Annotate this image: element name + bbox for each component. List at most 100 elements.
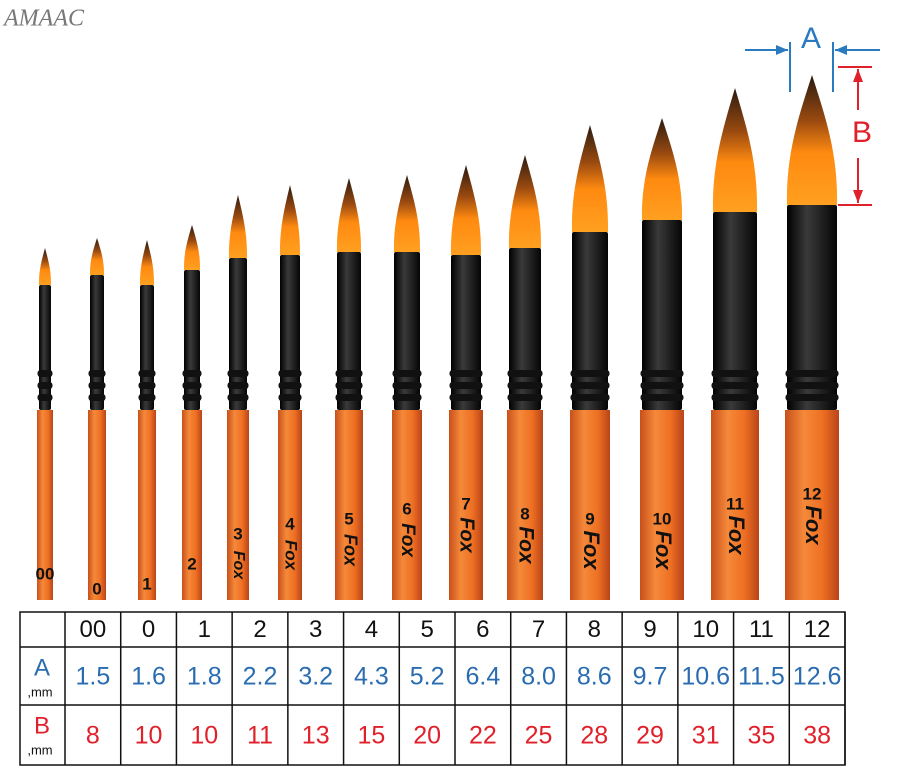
ferrule-ring (88, 382, 106, 389)
size-header: 8 (588, 616, 601, 643)
brush-hair (393, 175, 421, 252)
brush-handle (182, 410, 202, 600)
brush-hair (228, 195, 248, 258)
brush-hair (38, 248, 52, 285)
brush-size-number: 10 (653, 509, 672, 528)
brush-handle (37, 410, 53, 600)
brush-handle (392, 410, 422, 600)
brush-size-number: 2 (187, 554, 196, 573)
ferrule-ring (278, 370, 302, 377)
brush-size-number: 00 (36, 564, 55, 583)
size-header: 10 (692, 616, 719, 643)
brush-hair (139, 240, 155, 285)
ferrule-ring (227, 382, 249, 389)
b-value: 31 (692, 722, 720, 750)
brush-hair (89, 238, 105, 275)
ferrule-ring (449, 394, 483, 401)
dimension-b-label: B (852, 116, 872, 149)
a-value: 2.2 (243, 663, 278, 691)
row-a-unit: ,mm (27, 684, 52, 699)
brush-ferrule (572, 232, 608, 410)
brush-hair (712, 88, 758, 212)
a-value: 5.2 (410, 663, 445, 691)
brush-brand: Fox (230, 551, 247, 581)
brush-brand: Fox (397, 523, 418, 558)
brush-hair (450, 165, 482, 255)
ferrule-ring (37, 394, 53, 401)
ferrule-ring (449, 382, 483, 389)
size-header: 4 (365, 616, 378, 643)
ferrule-ring (507, 382, 543, 389)
ferrule-ring (182, 394, 202, 401)
ferrule-ring (640, 370, 684, 377)
brush-handle (227, 410, 249, 600)
dimension-a-label: A (801, 22, 821, 55)
ferrule-ring (711, 382, 759, 389)
brush-handle (711, 410, 759, 600)
brush-handle (507, 410, 543, 600)
b-value: 10 (190, 722, 218, 750)
brush-ferrule (509, 248, 541, 410)
b-value: 10 (135, 722, 163, 750)
size-header: 5 (420, 616, 433, 643)
size-header: 9 (643, 616, 656, 643)
ferrule-ring (88, 394, 106, 401)
ferrule-ring (182, 382, 202, 389)
brush-hair (786, 75, 838, 205)
ferrule-ring (392, 382, 422, 389)
b-value: 8 (86, 722, 100, 750)
brush-handle (570, 410, 610, 600)
brush-size-number: 9 (585, 509, 594, 528)
dimension-a (745, 42, 880, 92)
brush-brand: Fox (514, 526, 537, 565)
ferrule-ring (785, 370, 839, 377)
table-border (19, 611, 846, 766)
brush-size-number: 12 (803, 484, 822, 503)
size-header: 1 (198, 616, 211, 643)
brush-hair (279, 185, 301, 255)
size-table: 00 1.5 8 0 1.6 10 1 1.8 10 2 2.2 11 3 3.2 13 4 4.3 15 5 5.2… (19, 611, 846, 766)
ferrule-ring (570, 370, 610, 377)
b-value: 11 (247, 722, 273, 750)
a-value: 9.7 (633, 663, 668, 691)
ferrule-ring (227, 370, 249, 377)
dimension-b (838, 66, 872, 206)
size-header: 12 (804, 616, 831, 643)
brushes: 000 123Fox4Fox5Fox6Fox7Fox8Fox9Fox10Fox11… (36, 75, 839, 600)
brush-ferrule (713, 212, 757, 410)
a-value: 10.6 (681, 663, 730, 691)
ferrule-ring (37, 382, 53, 389)
b-value: 28 (580, 722, 608, 750)
brush-hair (508, 155, 542, 248)
ferrule-ring (449, 370, 483, 377)
b-value: 25 (525, 722, 553, 750)
brush-hair (571, 125, 609, 232)
a-value: 1.5 (75, 663, 110, 691)
size-header: 2 (253, 616, 266, 643)
ferrule-ring (335, 382, 363, 389)
brush-size-number: 11 (726, 494, 744, 513)
brush-hair (336, 178, 362, 252)
ferrule-ring (507, 370, 543, 377)
brush-hair (183, 225, 201, 270)
logo: AMAAC (2, 6, 85, 32)
brush-brand: Fox (282, 540, 301, 572)
brush-size-number: 0 (92, 579, 101, 598)
a-value: 6.4 (465, 663, 500, 691)
ferrule-ring (392, 370, 422, 377)
brush-handle (138, 410, 156, 600)
ferrule-ring (785, 394, 839, 401)
ferrule-ring (88, 370, 106, 377)
b-value: 22 (469, 722, 497, 750)
ferrule-ring (507, 394, 543, 401)
brush-handle (335, 410, 363, 600)
brush-brand: Fox (724, 515, 749, 555)
brush-size-number: 1 (142, 574, 151, 593)
brush-size-number: 5 (344, 509, 353, 528)
ferrule-ring (711, 370, 759, 377)
brush-ferrule (140, 285, 154, 410)
b-value: 15 (358, 722, 386, 750)
b-value: 35 (748, 722, 776, 750)
brush-handle (88, 410, 106, 600)
